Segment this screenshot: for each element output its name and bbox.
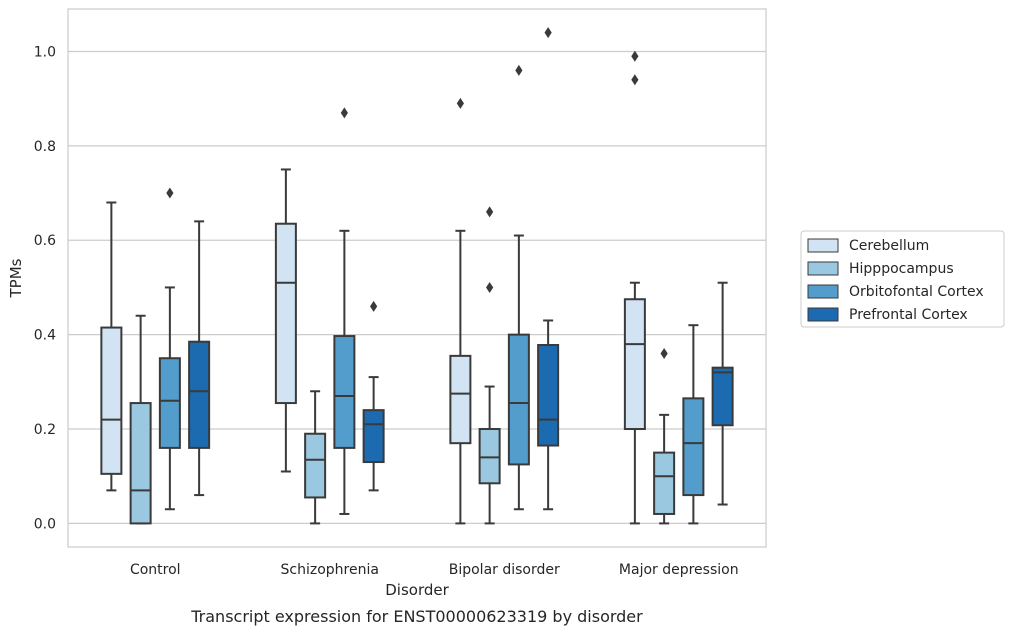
box-2-0 (158, 187, 181, 511)
y-axis-label: TPMs (7, 258, 25, 298)
outlier-point (515, 64, 523, 76)
box-2-3 (682, 324, 705, 525)
legend-label: Orbitofontal Cortex (849, 284, 984, 300)
boxes (100, 27, 734, 525)
outlier-point (486, 281, 494, 293)
box-0-2 (449, 97, 472, 525)
y-tick-label: 1.0 (34, 44, 56, 60)
box-iqr (362, 409, 385, 464)
box-iqr (274, 222, 297, 405)
outlier-point (370, 300, 378, 312)
box-3-1 (362, 300, 385, 492)
legend-frame (800, 230, 1005, 328)
box-1-3 (653, 348, 676, 525)
y-axis-ticks: 0.0 0.2 0.4 0.6 0.8 1.0 (34, 44, 56, 532)
box-iqr (100, 326, 123, 475)
legend-label: Hipppocampus (849, 261, 954, 277)
box-iqr (129, 402, 152, 525)
box-iqr (478, 428, 501, 485)
box-2-1 (333, 107, 356, 515)
legend-label: Prefrontal Cortex (849, 307, 968, 323)
legend-swatch (807, 238, 839, 253)
plot-frame (67, 8, 767, 548)
box-0-3 (623, 50, 646, 525)
outlier-point (166, 187, 174, 199)
outlier-point (486, 206, 494, 218)
box-iqr (507, 333, 530, 466)
box-iqr (333, 335, 356, 449)
chart-caption: Transcript expression for ENST0000062331… (190, 607, 643, 626)
gridlines (68, 50, 766, 525)
y-tick-label: 0.0 (34, 516, 56, 532)
outlier-point (631, 74, 639, 86)
box-1-2 (478, 206, 501, 525)
x-axis-label: Disorder (385, 581, 449, 599)
box-0-0 (100, 201, 123, 492)
x-tick-label: Bipolar disorder (449, 562, 560, 578)
box-iqr (158, 357, 181, 449)
y-tick-label: 0.8 (34, 139, 56, 155)
outlier-point (544, 27, 552, 39)
box-1-0 (129, 314, 152, 525)
box-0-1 (274, 168, 297, 473)
box-2-2 (507, 64, 530, 511)
y-tick-label: 0.6 (34, 233, 56, 249)
box-iqr (188, 340, 211, 449)
legend-label: Cerebellum (849, 238, 929, 254)
y-tick-label: 0.4 (34, 328, 56, 344)
legend-swatch (807, 284, 839, 299)
y-tick-label: 0.2 (34, 422, 56, 438)
box-iqr (682, 397, 705, 497)
outlier-point (631, 50, 639, 62)
box-iqr (304, 432, 327, 499)
box-iqr (449, 354, 472, 445)
outlier-point (340, 107, 348, 119)
box-1-1 (304, 390, 327, 525)
box-iqr (537, 344, 560, 447)
box-3-3 (711, 281, 734, 506)
box-iqr (653, 451, 676, 515)
x-tick-label: Control (130, 562, 181, 578)
outlier-point (660, 348, 668, 360)
box-3-2 (537, 27, 560, 511)
outlier-point (456, 97, 464, 109)
legend-swatch (807, 307, 839, 322)
legend-swatch (807, 261, 839, 276)
x-tick-label: Schizophrenia (281, 562, 379, 578)
box-iqr (623, 298, 646, 431)
legend: Cerebellum Hipppocampus Orbitofontal Corte… (800, 230, 1005, 328)
x-tick-label: Major depression (619, 562, 739, 578)
box-3-0 (188, 220, 211, 497)
x-axis-ticks: Control Schizophrenia Bipolar disorder Majo… (130, 562, 739, 578)
box-iqr (711, 366, 734, 427)
